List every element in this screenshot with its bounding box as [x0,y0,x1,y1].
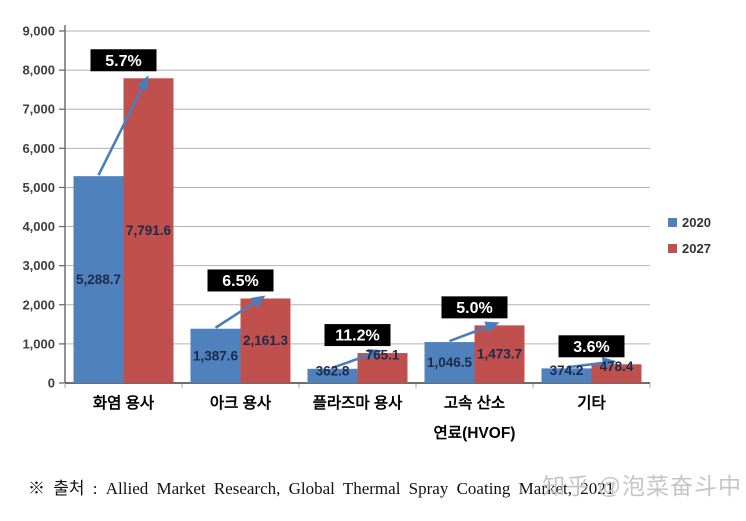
y-axis-tick-label: 0 [48,376,55,391]
bar-2020 [541,368,592,383]
bar-chart: 0 1,000 2,000 3,000 4,000 5,000 6,000 7,000 8,00… [22,24,651,442]
bar-2027 [357,353,408,383]
bar-2027 [240,298,291,383]
growth-arrow [449,326,487,343]
bar-2020 [307,368,358,383]
value-label-2027: 1,473.7 [477,347,522,362]
growth-arrowhead-icon [601,357,617,369]
value-label-2027: 765.1 [366,348,400,363]
value-label-2027: 478.4 [600,359,634,374]
growth-rate-label-box [90,49,157,72]
bar-2020 [424,342,475,383]
growth-rate-label: 3.6% [573,339,609,356]
value-label-2020: 5,288.7 [76,272,121,287]
y-axis-tick-label: 9,000 [22,24,55,39]
bar-2027 [591,364,642,383]
growth-rate-label: 11.2% [335,328,379,345]
growth-rate-label-box [558,335,625,358]
growth-rate-label-box [324,324,391,347]
legend-label-2027: 2027 [682,241,711,256]
value-label-2020: 362.8 [316,363,350,378]
y-axis-tick-label: 8,000 [22,63,55,78]
growth-rate-label-box [207,269,274,292]
bar-2020 [73,176,124,383]
growth-arrowhead-icon [250,295,266,309]
legend-item-2027: 2027 [668,241,711,256]
y-axis-tick-label: 5,000 [22,180,55,195]
value-label-2020: 1,387.6 [193,348,239,363]
legend-swatch-2020-icon [668,218,677,227]
growth-arrowhead-icon [367,349,383,361]
legend-item-2020: 2020 [668,215,711,230]
value-label-2027: 2,161.3 [243,333,289,348]
y-axis-tick-label: 2,000 [22,297,55,312]
y-axis-tick-label: 6,000 [22,141,55,156]
growth-arrow [566,361,603,369]
value-label-2027: 7,791.6 [126,223,172,238]
watermark: 知乎 @泡菜奋斗中 [542,473,742,499]
growth-rate-label-box [441,296,508,319]
bar-2020 [190,328,241,383]
growth-arrow [214,301,255,329]
y-axis-tick-label: 7,000 [22,102,55,117]
value-label-2020: 1,046.5 [427,355,473,370]
growth-rate-label: 6.5% [222,273,258,290]
x-axis-label: 연료(HVOF) [434,424,516,442]
growth-arrow [332,353,370,370]
x-axis-label: 아크 용사 [210,394,272,412]
y-axis-tick-label: 3,000 [22,258,55,273]
growth-rate-label: 5.7% [105,53,141,70]
bar-2027 [123,78,174,383]
legend-swatch-2027-icon [668,244,677,253]
growth-arrow [97,87,144,176]
legend-label-2020: 2020 [682,215,711,230]
source-note: ※ 출처 : Allied Market Research, Global Th… [28,479,615,498]
growth-rate-label: 5.0% [456,300,492,317]
x-axis-label: 화염 용사 [93,393,155,412]
x-axis-label: 기타 [577,394,606,412]
x-axis-label: 플라즈마 용사 [313,394,404,412]
value-label-2020: 374.2 [550,363,584,378]
growth-arrowhead-icon [136,75,149,91]
y-axis-tick-label: 4,000 [22,219,55,234]
y-axis-tick-label: 1,000 [22,336,55,351]
x-axis-label: 고속 산소 [444,394,505,412]
growth-arrowhead-icon [484,321,500,333]
bar-2027 [474,325,525,383]
chart-legend: 2020 2027 [668,215,711,256]
